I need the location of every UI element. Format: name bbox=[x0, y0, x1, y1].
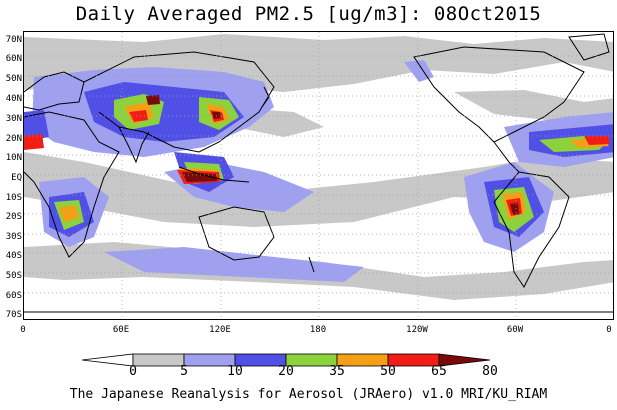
lat-label: 30N bbox=[5, 114, 22, 124]
lat-label: 20N bbox=[5, 134, 22, 144]
color-scale-label: 0 bbox=[129, 364, 137, 379]
map-title: Daily Averaged PM2.5 [ug/m3]: 08Oct2015 bbox=[75, 3, 542, 25]
lat-label: EQ bbox=[11, 173, 22, 183]
graticule bbox=[24, 32, 613, 319]
footer-credit: The Japanese Reanalysis for Aerosol (JRA… bbox=[69, 387, 548, 402]
lat-label: 40N bbox=[5, 94, 22, 104]
lon-label: 180 bbox=[309, 325, 327, 335]
lat-label: 60N bbox=[5, 54, 22, 64]
lat-label: 60S bbox=[5, 291, 22, 301]
color-scale-label: 50 bbox=[380, 364, 396, 379]
lat-label: 70N bbox=[5, 35, 22, 45]
lat-label: 70S bbox=[5, 310, 22, 320]
lat-label: 50N bbox=[5, 74, 22, 84]
lat-label: 10N bbox=[5, 153, 22, 163]
map-canvas bbox=[24, 32, 613, 319]
pm25-map bbox=[23, 31, 614, 320]
color-scale-label: 35 bbox=[329, 364, 345, 379]
lon-label: 120W bbox=[406, 325, 428, 335]
lon-label: 0 bbox=[20, 325, 26, 335]
color-scale-label: 10 bbox=[227, 364, 243, 379]
concentration-field-above-80 bbox=[146, 95, 519, 215]
lat-label: 50S bbox=[5, 271, 22, 281]
lat-label: 20S bbox=[5, 212, 22, 222]
lon-label: 120E bbox=[209, 325, 231, 335]
color-scale-label: 65 bbox=[431, 364, 447, 379]
lat-label: 10S bbox=[5, 193, 22, 203]
color-scale-label: 5 bbox=[180, 364, 188, 379]
lat-label: 30S bbox=[5, 232, 22, 242]
color-scale-label: 20 bbox=[278, 364, 294, 379]
coastlines bbox=[24, 33, 613, 313]
color-scale-bar bbox=[81, 353, 491, 367]
lon-label: 60E bbox=[112, 325, 130, 335]
lon-label: 0 bbox=[606, 325, 612, 335]
lon-label: 60W bbox=[506, 325, 524, 335]
color-scale-right-arrow bbox=[438, 353, 491, 367]
lat-label: 40S bbox=[5, 251, 22, 261]
color-scale-label: 80 bbox=[482, 364, 498, 379]
